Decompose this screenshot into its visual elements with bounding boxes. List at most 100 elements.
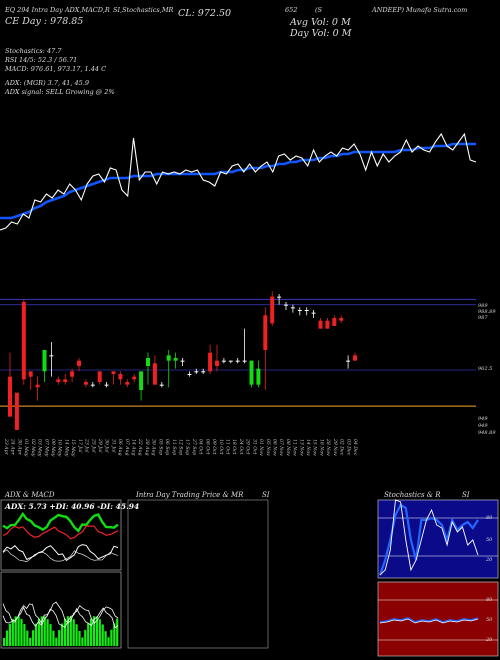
site-name: ANDEEP) Munafa Sutra.com: [372, 6, 468, 14]
price-label-988-89: 988.89: [478, 309, 496, 315]
macd-bar: [104, 631, 107, 646]
macd-bar: [78, 630, 81, 646]
x-tick-label: 13 Nov: [298, 439, 304, 456]
price-label-962-5: 962.5: [478, 366, 493, 372]
x-axis: 23 Apr 24 Apr 30 Apr 01 May 02 May 03 May 07 M…: [3, 438, 358, 457]
x-tick-label: 03 Dec: [345, 439, 351, 456]
x-tick-label: 09 Oct: [211, 439, 217, 455]
x-tick-label: 29 Jul: [97, 438, 103, 453]
macd-bar: [3, 638, 6, 646]
macd-bar: [66, 616, 69, 646]
x-tick-label: 31 Oct: [251, 439, 257, 455]
candle-body: [221, 360, 226, 362]
x-tick-label: 08 Nov: [285, 439, 291, 456]
x-tick-label: 11 Nov: [292, 439, 298, 456]
candle-body: [242, 360, 247, 362]
candle-body: [346, 360, 351, 362]
macd-histogram: [2, 601, 119, 646]
macd-bar: [32, 630, 35, 646]
stoch-d-line: [379, 499, 479, 576]
candle-body: [63, 379, 68, 382]
stoch-tick-20: 20: [486, 557, 493, 563]
macd-signal-line: [2, 606, 119, 629]
adx-line: [2, 544, 119, 562]
candle-body: [132, 376, 137, 380]
x-tick-label: 28 Aug: [144, 438, 150, 456]
x-tick-label: 03 May: [37, 439, 43, 457]
x-tick-label: 01 May: [23, 439, 29, 457]
close-price: CL: 972.50: [178, 8, 232, 19]
adx-panel-title: ADX & MACD: [5, 491, 55, 499]
candle-body: [173, 358, 178, 361]
candle-body: [104, 384, 109, 386]
x-tick-label: 08 Oct: [204, 439, 210, 455]
price-line: [0, 132, 477, 231]
x-tick-label: 06 Nov: [272, 439, 278, 456]
x-tick-label: 04 Dec: [352, 439, 358, 456]
candle-body: [228, 360, 233, 362]
x-tick-label: 14 Nov: [305, 439, 311, 456]
macd-bar: [90, 618, 93, 646]
rsi-tick-80: 80: [486, 597, 493, 603]
x-tick-label: 04 Oct: [198, 439, 204, 455]
candle-body: [166, 355, 171, 361]
candle-body: [146, 358, 150, 366]
macd-bar: [23, 623, 26, 646]
price-label-987: 987: [478, 315, 488, 321]
mid-panel-title: Intra Day Trading Price & MR: [136, 491, 244, 499]
x-tick-label: 12 Sep: [178, 439, 184, 455]
macd-bar: [69, 616, 72, 646]
candle-body: [56, 379, 61, 382]
x-tick-label: 23 Apr: [3, 438, 9, 456]
stoch-readout: Stochastics: 47.7: [5, 47, 62, 55]
x-tick-label: 29 Oct: [245, 438, 251, 455]
macd-bar: [107, 637, 110, 646]
candle-body: [35, 384, 40, 388]
adx-values: ADX: 5.73 +DI: 40.96 -DI: 45.94: [5, 502, 140, 511]
macd-bar: [72, 619, 75, 646]
x-tick-label: 05 Nov: [265, 439, 271, 456]
candle-body: [180, 360, 185, 362]
x-tick-label: 11 Sep: [171, 439, 177, 455]
macd-bar: [49, 624, 52, 646]
x-tick-label: 15 May: [70, 439, 76, 457]
macd-bar: [98, 619, 101, 646]
adx-signal: ADX signal: SELL Growing @ 2%: [5, 88, 115, 96]
stoch-lines: [378, 499, 498, 576]
day-volume: Day Vol: 0 M: [290, 28, 352, 39]
x-tick-label: 05 Sep: [157, 439, 163, 455]
candle-body: [332, 318, 337, 326]
x-tick-label: 30 Aug: [151, 439, 157, 456]
x-tick-label: 25 Jul: [90, 438, 96, 453]
x-tick-label: 07 May: [43, 439, 49, 457]
macd-bar: [26, 630, 29, 646]
rsi-line-2: [379, 618, 479, 624]
candle-body: [111, 371, 116, 374]
header-line1-left: EQ 294 Intra Day ADX,MACD,R: [5, 6, 110, 14]
x-tick-label: 10 Oct: [218, 439, 224, 455]
x-tick-label: 06 Sep: [164, 439, 170, 455]
adx-line-2: [2, 549, 119, 563]
stoch-panel-title: Stochastics & R: [384, 491, 441, 499]
x-tick-label: 18 Oct: [231, 439, 237, 455]
macd-bar: [75, 624, 78, 646]
candle-body: [263, 315, 268, 350]
macd-bar: [55, 637, 58, 646]
candle-body: [139, 371, 144, 390]
candle-body: [125, 382, 130, 385]
macd-bar: [63, 618, 67, 646]
macd-bar: [101, 624, 104, 646]
candle-body: [339, 318, 344, 321]
x-tick-label: 22 Aug: [137, 438, 143, 456]
candle-body: [8, 376, 12, 417]
price-label-949a: 949: [478, 416, 488, 422]
intraday-panel-frame: [127, 499, 269, 649]
candle-body: [325, 320, 330, 329]
price-line-group: [0, 132, 477, 231]
macd-bar: [110, 629, 113, 646]
candle-body: [159, 384, 164, 386]
candle-body: [290, 307, 295, 309]
macd-bar: [92, 616, 96, 646]
macd-bar: [14, 616, 17, 646]
x-tick-label: 14 Aug: [131, 439, 137, 456]
